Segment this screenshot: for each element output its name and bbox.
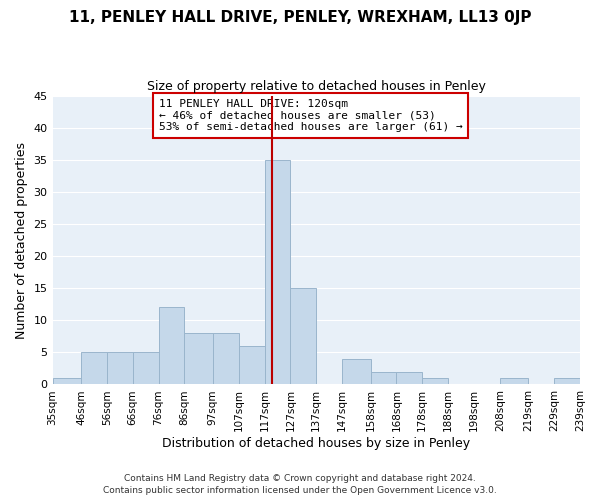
Bar xyxy=(81,352,107,384)
Bar xyxy=(239,346,265,385)
Text: 11 PENLEY HALL DRIVE: 120sqm
← 46% of detached houses are smaller (53)
53% of se: 11 PENLEY HALL DRIVE: 120sqm ← 46% of de… xyxy=(158,99,463,132)
X-axis label: Distribution of detached houses by size in Penley: Distribution of detached houses by size … xyxy=(162,437,470,450)
Bar xyxy=(342,359,371,384)
Bar xyxy=(265,160,290,384)
Bar xyxy=(290,288,316,384)
Bar xyxy=(158,308,184,384)
Bar xyxy=(213,333,239,384)
Text: 11, PENLEY HALL DRIVE, PENLEY, WREXHAM, LL13 0JP: 11, PENLEY HALL DRIVE, PENLEY, WREXHAM, … xyxy=(69,10,531,25)
Y-axis label: Number of detached properties: Number of detached properties xyxy=(15,142,28,338)
Title: Size of property relative to detached houses in Penley: Size of property relative to detached ho… xyxy=(147,80,486,93)
Bar xyxy=(133,352,158,384)
Text: Contains HM Land Registry data © Crown copyright and database right 2024.
Contai: Contains HM Land Registry data © Crown c… xyxy=(103,474,497,495)
Bar xyxy=(500,378,528,384)
Bar xyxy=(184,333,213,384)
Bar xyxy=(107,352,133,384)
Bar xyxy=(397,372,422,384)
Bar xyxy=(554,378,580,384)
Bar xyxy=(53,378,81,384)
Bar xyxy=(422,378,448,384)
Bar xyxy=(371,372,397,384)
